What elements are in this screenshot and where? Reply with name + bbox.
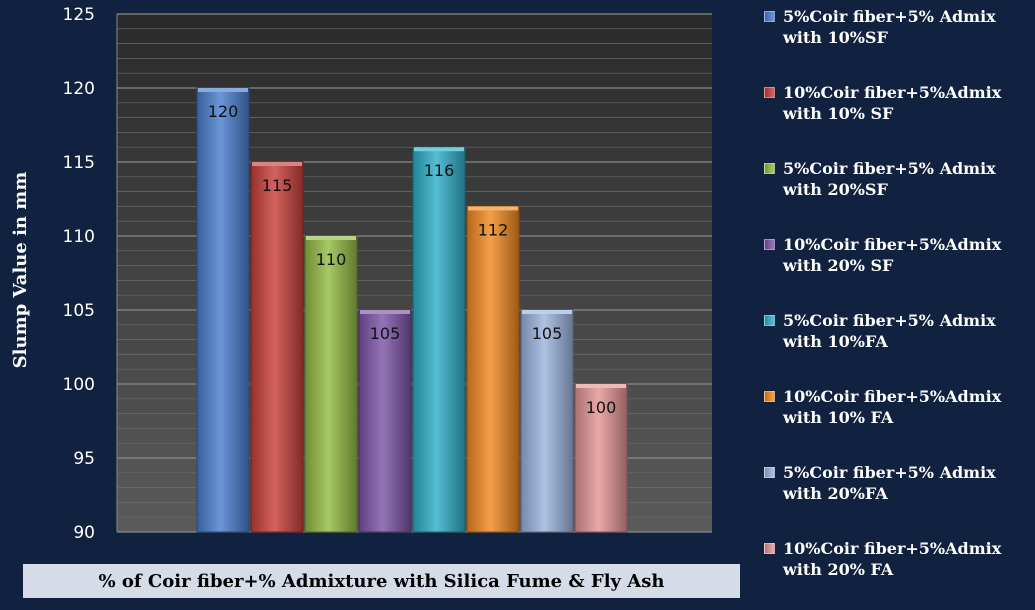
legend-swatch	[764, 87, 775, 98]
bar-top-highlight	[360, 310, 410, 314]
y-axis-label: Slump Value in mm	[10, 172, 31, 369]
bar-value-label: 105	[532, 324, 563, 343]
bars: 120 115 110 105 116 112 105 100	[196, 87, 628, 533]
bar-top-highlight	[252, 162, 302, 166]
legend-label: 5%Coir fiber+5% Admix with 10%FA	[783, 311, 996, 351]
bar	[304, 235, 358, 533]
legend-swatch	[764, 391, 775, 402]
y-tick-label: 115	[63, 153, 95, 173]
bar-value-label: 100	[586, 398, 617, 417]
legend-item: 5%Coir fiber+5% Admix with 20%FA	[764, 462, 1035, 504]
y-ticks: 90 95 100 105 110 115 120 125	[63, 5, 95, 543]
legend-item: 5%Coir fiber+5% Admix with 20%SF	[764, 158, 1035, 200]
legend-label: 5%Coir fiber+5% Admix with 10%SF	[783, 7, 996, 47]
bar	[466, 205, 520, 533]
bar	[412, 146, 466, 533]
legend-item: 5%Coir fiber+5% Admix with 10%SF	[764, 6, 1035, 48]
legend-swatch	[764, 11, 775, 22]
bar-value-label: 110	[316, 250, 347, 269]
x-axis-label: % of Coir fiber+% Admixture with Silica …	[23, 564, 740, 598]
y-tick-label: 110	[63, 227, 95, 247]
bar-value-label: 116	[424, 161, 455, 180]
legend-swatch	[764, 163, 775, 174]
bar-top-highlight	[522, 310, 572, 314]
legend-item: 10%Coir fiber+5%Admix with 10% FA	[764, 386, 1035, 428]
legend-swatch	[764, 467, 775, 478]
bar	[196, 87, 250, 533]
legend-item: 10%Coir fiber+5%Admix with 10% SF	[764, 82, 1035, 124]
bar-value-label: 115	[262, 176, 293, 195]
legend: 5%Coir fiber+5% Admix with 10%SF 10%Coir …	[764, 0, 1035, 610]
legend-label: 10%Coir fiber+5%Admix with 20% SF	[783, 235, 1002, 275]
bar-top-highlight	[198, 88, 248, 92]
bar-top-highlight	[306, 236, 356, 240]
y-tick-label: 105	[63, 301, 95, 321]
legend-item: 10%Coir fiber+5%Admix with 20% SF	[764, 234, 1035, 276]
legend-label: 5%Coir fiber+5% Admix with 20%FA	[783, 463, 996, 503]
legend-item: 5%Coir fiber+5% Admix with 10%FA	[764, 310, 1035, 352]
legend-label: 10%Coir fiber+5%Admix with 20% FA	[783, 539, 1002, 579]
bar-value-label: 105	[370, 324, 401, 343]
bar-top-highlight	[414, 147, 464, 152]
legend-swatch	[764, 543, 775, 554]
legend-label: 10%Coir fiber+5%Admix with 10% FA	[783, 387, 1002, 427]
bar-top-highlight	[576, 384, 626, 388]
y-tick-label: 100	[63, 375, 95, 395]
bar	[250, 161, 304, 533]
y-tick-label: 90	[73, 523, 95, 543]
bar	[574, 383, 628, 533]
bar	[358, 309, 412, 533]
bar-value-label: 112	[478, 220, 509, 239]
y-tick-label: 120	[63, 79, 95, 99]
legend-swatch	[764, 239, 775, 250]
y-tick-label: 125	[63, 5, 95, 25]
bar	[520, 309, 574, 533]
y-tick-label: 95	[73, 449, 95, 469]
legend-label: 10%Coir fiber+5%Admix with 10% SF	[783, 83, 1002, 123]
bar-top-highlight	[468, 206, 518, 211]
legend-label: 5%Coir fiber+5% Admix with 20%SF	[783, 159, 996, 199]
legend-swatch	[764, 315, 775, 326]
bar-value-label: 120	[208, 102, 239, 121]
legend-item: 10%Coir fiber+5%Admix with 20% FA	[764, 538, 1035, 580]
